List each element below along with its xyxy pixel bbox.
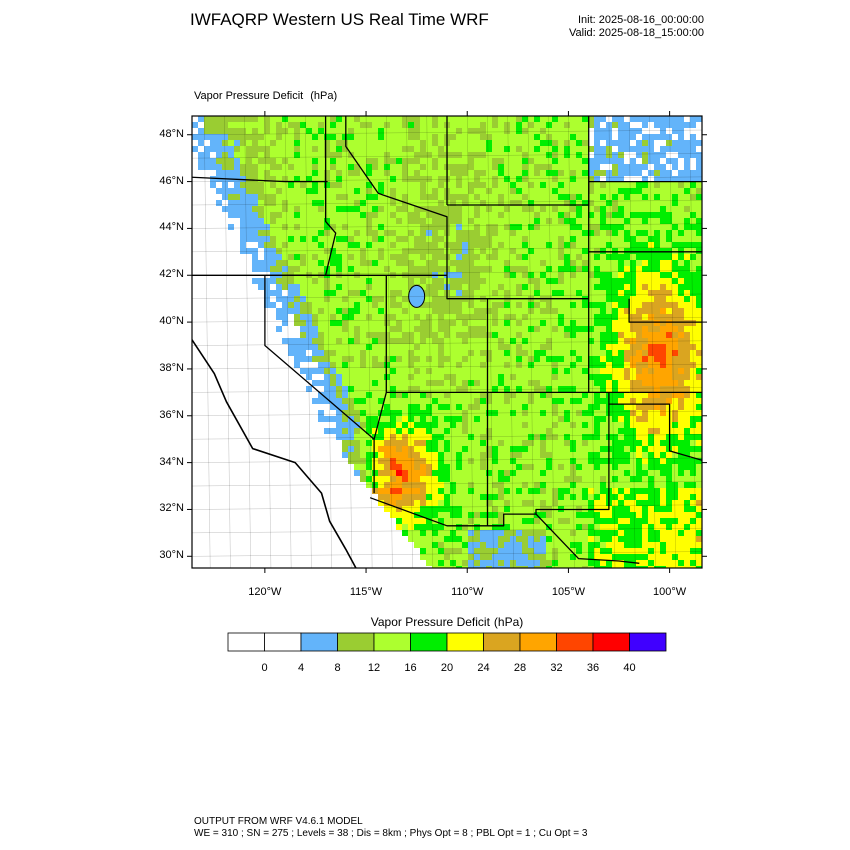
latitude-label: 48°N [159, 127, 184, 140]
colorbar-swatch [410, 632, 448, 652]
colorbar-tick-label: 8 [334, 662, 341, 674]
colorbar-swatch [592, 632, 630, 652]
longitude-label: 110°W [451, 586, 484, 598]
latitude-label: 46°N [159, 174, 184, 187]
model-info-line-2: WE = 310 ; SN = 275 ; Levels = 38 ; Dis … [194, 828, 588, 839]
colorbar-tick-label: 4 [297, 662, 305, 674]
colorbar-title-name: Vapor Pressure Deficit [370, 615, 490, 629]
colorbar-swatch [483, 632, 521, 652]
run-times: Init: 2025-08-16_00:00:00 Valid: 2025-08… [569, 14, 704, 40]
longitude-label: 120°W [248, 586, 282, 598]
colorbar-tick-label: 40 [623, 662, 636, 674]
latitude-label: 40°N [159, 315, 184, 328]
colorbar-tick-label: 12 [367, 662, 381, 674]
colorbar-swatch [264, 632, 302, 652]
model-info: OUTPUT FROM WRF V4.6.1 MODEL WE = 310 ; … [194, 816, 587, 840]
colorbar-swatch [300, 632, 338, 652]
init-time: Init: 2025-08-16_00:00:00 [578, 14, 704, 26]
valid-time: Valid: 2025-08-18_15:00:00 [569, 27, 704, 39]
field-units: (hPa) [310, 90, 338, 102]
latitude-label: 36°N [159, 408, 184, 421]
longitude-label: 105°W [551, 586, 585, 598]
latitude-label: 38°N [159, 361, 184, 374]
state-borders [192, 116, 702, 568]
latitude-label: 30°N [159, 549, 184, 562]
plot-title: IWFAQRP Western US Real Time WRF [190, 10, 489, 29]
model-info-line-1: OUTPUT FROM WRF V4.6.1 MODEL [194, 816, 363, 827]
field-label: Vapor Pressure Deficit (hPa) [194, 90, 337, 102]
colorbar-swatch [373, 632, 411, 652]
colorbar-tick-label: 16 [404, 662, 417, 674]
latitude-label: 42°N [159, 268, 184, 281]
latitude-label: 44°N [159, 221, 184, 234]
colorbar-swatch [629, 632, 667, 652]
colorbar-swatch [227, 632, 265, 652]
colorbar-tick-label: 28 [513, 662, 527, 674]
colorbar-title: Vapor Pressure Deficit (hPa) [228, 615, 666, 629]
colorbar [227, 632, 667, 652]
field-name: Vapor Pressure Deficit [194, 90, 304, 102]
longitude-label: 115°W [349, 586, 383, 598]
colorbar-swatch [556, 632, 594, 652]
longitude-label: 100°W [653, 586, 687, 598]
colorbar-tick-label: 36 [586, 662, 600, 674]
colorbar-swatch [446, 632, 484, 652]
latitude-label: 34°N [159, 455, 184, 468]
colorbar-title-units: (hPa) [493, 615, 524, 629]
colorbar-tick-label: 32 [550, 662, 563, 674]
colorbar-swatch [337, 632, 375, 652]
colorbar-swatch [519, 632, 557, 652]
axis-ticks [187, 111, 707, 573]
colorbar-tick-label: 24 [477, 662, 490, 674]
colorbar-tick-label: 0 [261, 662, 268, 674]
latitude-label: 32°N [159, 502, 184, 515]
colorbar-tick-label: 20 [440, 662, 454, 674]
map-frame-border [191, 115, 703, 569]
